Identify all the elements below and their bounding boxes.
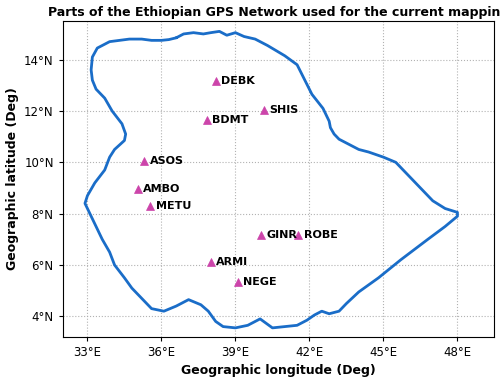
Text: ARMI: ARMI — [216, 257, 248, 267]
Text: SHIS: SHIS — [269, 105, 298, 115]
Text: BDMT: BDMT — [212, 115, 249, 125]
Text: ASOS: ASOS — [150, 156, 184, 166]
Y-axis label: Geographic latitude (Deg): Geographic latitude (Deg) — [6, 88, 18, 270]
Text: NEGE: NEGE — [244, 277, 277, 286]
Text: GINR: GINR — [267, 231, 298, 241]
Title: Parts of the Ethiopian GPS Network used for the current mapping: Parts of the Ethiopian GPS Network used … — [48, 6, 500, 18]
Text: DEBK: DEBK — [221, 77, 255, 87]
Text: METU: METU — [156, 201, 191, 211]
Text: ROBE: ROBE — [304, 231, 338, 241]
X-axis label: Geographic longitude (Deg): Geographic longitude (Deg) — [181, 365, 376, 377]
Text: AMBO: AMBO — [144, 184, 181, 194]
